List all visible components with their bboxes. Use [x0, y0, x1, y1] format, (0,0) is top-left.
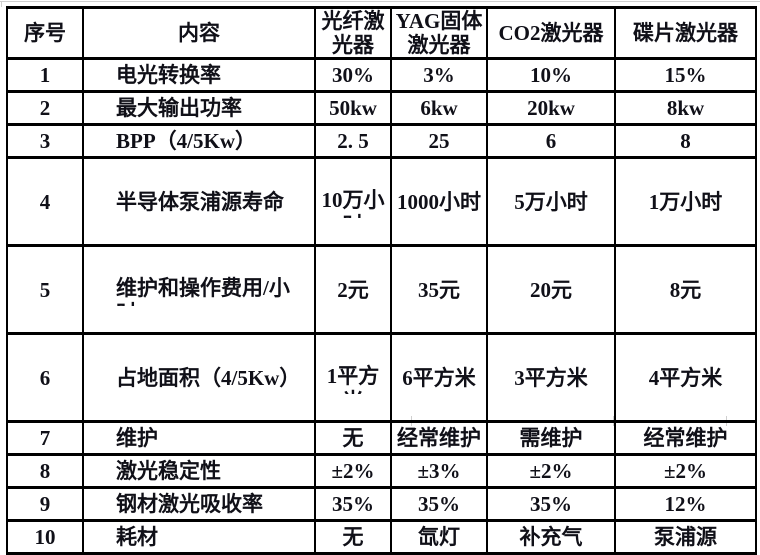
cell-r9-co2: 35% — [486, 486, 616, 522]
table-row-3: 3 BPP（4/5Kw） 2. 5 25 6 8 — [6, 123, 757, 159]
table-row-4: 4 半导体泵浦源寿命 10万小 时 1000小时 5万小时 1万小时 — [6, 156, 757, 247]
cell-r8-disk: ±2% — [614, 453, 757, 489]
cell-r5-fiber: 2元 — [314, 244, 392, 335]
cell-r4-no: 4 — [6, 156, 84, 247]
cell-r2-no: 2 — [6, 90, 84, 126]
cell-r8-co2: ±2% — [486, 453, 616, 489]
cell-r2-co2: 20kw — [486, 90, 616, 126]
cell-r4-yag: 1000小时 — [390, 156, 488, 247]
cell-r10-co2: 补充气 — [486, 519, 616, 555]
gridline-top — [0, 1, 760, 2]
header-yag-laser: YAG固体 激光器 — [390, 6, 488, 60]
table-row-2: 2 最大输出功率 50kw 6kw 20kw 8kw — [6, 90, 757, 126]
cell-r7-no: 7 — [6, 420, 84, 456]
cell-r10-no: 10 — [6, 519, 84, 555]
cell-r2-disk: 8kw — [614, 90, 757, 126]
cell-r7-yag: 经常维护 — [390, 420, 488, 456]
cell-r4-content: 半导体泵浦源寿命 — [82, 156, 316, 247]
cell-r10-fiber: 无 — [314, 519, 392, 555]
table-row-6: 6 占地面积（4/5Kw） 1平方 米 6平方米 3平方米 4平方米 — [6, 332, 757, 423]
cell-r8-fiber: ±2% — [314, 453, 392, 489]
clipped-text: 1平方 米 — [326, 364, 380, 394]
header-fiber-laser: 光纤激 光器 — [314, 6, 392, 60]
table-row-5: 5 维护和操作费用/小 时 2元 35元 20元 8元 — [6, 244, 757, 335]
cell-r10-yag: 氙灯 — [390, 519, 488, 555]
cell-r6-fiber: 1平方 米 — [314, 332, 392, 423]
header-row: 序号 内容 光纤激 光器 YAG固体 激光器 CO2激光器 碟片激光器 — [6, 6, 757, 60]
gridline-stub-left-top — [1, 2, 2, 7]
header-content: 内容 — [82, 6, 316, 60]
cell-r5-disk: 8元 — [614, 244, 757, 335]
cell-r5-yag: 35元 — [390, 244, 488, 335]
cell-r3-fiber: 2. 5 — [314, 123, 392, 159]
cell-r9-content: 钢材激光吸收率 — [82, 486, 316, 522]
cell-r5-no: 5 — [6, 244, 84, 335]
table-row-10: 10 耗材 无 氙灯 补充气 泵浦源 — [6, 519, 757, 555]
cell-r2-content: 最大输出功率 — [82, 90, 316, 126]
cell-r3-co2: 6 — [486, 123, 616, 159]
cell-r1-yag: 3% — [390, 57, 488, 93]
table-row-7: 7 维护 无 经常维护 需维护 经常维护 — [6, 420, 757, 456]
cell-r9-yag: 35% — [390, 486, 488, 522]
cell-r5-co2: 20元 — [486, 244, 616, 335]
cell-r10-content: 耗材 — [82, 519, 316, 555]
cell-r8-content: 激光稳定性 — [82, 453, 316, 489]
cell-r9-no: 9 — [6, 486, 84, 522]
cell-r7-co2: 需维护 — [486, 420, 616, 456]
laser-comparison-table: 序号 内容 光纤激 光器 YAG固体 激光器 CO2激光器 碟片激光器 1 电光… — [6, 6, 757, 555]
table-row-9: 9 钢材激光吸收率 35% 35% 35% 12% — [6, 486, 757, 522]
cell-r2-yag: 6kw — [390, 90, 488, 126]
cell-r1-co2: 10% — [486, 57, 616, 93]
cell-r1-fiber: 30% — [314, 57, 392, 93]
clipped-text: 10万小 时 — [321, 188, 385, 218]
cell-r5-content: 维护和操作费用/小 时 — [82, 244, 316, 335]
cell-r6-disk: 4平方米 — [614, 332, 757, 423]
cell-r3-content: BPP（4/5Kw） — [82, 123, 316, 159]
cell-r1-content: 电光转换率 — [82, 57, 316, 93]
cell-r6-yag: 6平方米 — [390, 332, 488, 423]
clipped-text: 维护和操作费用/小 时 — [116, 276, 290, 306]
cell-r10-disk: 泵浦源 — [614, 519, 757, 555]
cell-r6-co2: 3平方米 — [486, 332, 616, 423]
table-row-8: 8 激光稳定性 ±2% ±3% ±2% ±2% — [6, 453, 757, 489]
cell-r2-fiber: 50kw — [314, 90, 392, 126]
cell-r4-disk: 1万小时 — [614, 156, 757, 247]
cell-r7-disk: 经常维护 — [614, 420, 757, 456]
cell-r7-fiber: 无 — [314, 420, 392, 456]
header-disk-laser: 碟片激光器 — [614, 6, 757, 60]
cell-r3-yag: 25 — [390, 123, 488, 159]
cell-r1-disk: 15% — [614, 57, 757, 93]
cell-r3-no: 3 — [6, 123, 84, 159]
cell-r4-fiber: 10万小 时 — [314, 156, 392, 247]
cell-r6-no: 6 — [6, 332, 84, 423]
cell-r4-co2: 5万小时 — [486, 156, 616, 247]
table-row-1: 1 电光转换率 30% 3% 10% 15% — [6, 57, 757, 93]
cell-r6-content: 占地面积（4/5Kw） — [82, 332, 316, 423]
header-index: 序号 — [6, 6, 84, 60]
cell-r9-fiber: 35% — [314, 486, 392, 522]
cell-r3-disk: 8 — [614, 123, 757, 159]
cell-r1-no: 1 — [6, 57, 84, 93]
cell-r8-no: 8 — [6, 453, 84, 489]
cell-r9-disk: 12% — [614, 486, 757, 522]
cell-r8-yag: ±3% — [390, 453, 488, 489]
cell-r7-content: 维护 — [82, 420, 316, 456]
header-co2-laser: CO2激光器 — [486, 6, 616, 60]
